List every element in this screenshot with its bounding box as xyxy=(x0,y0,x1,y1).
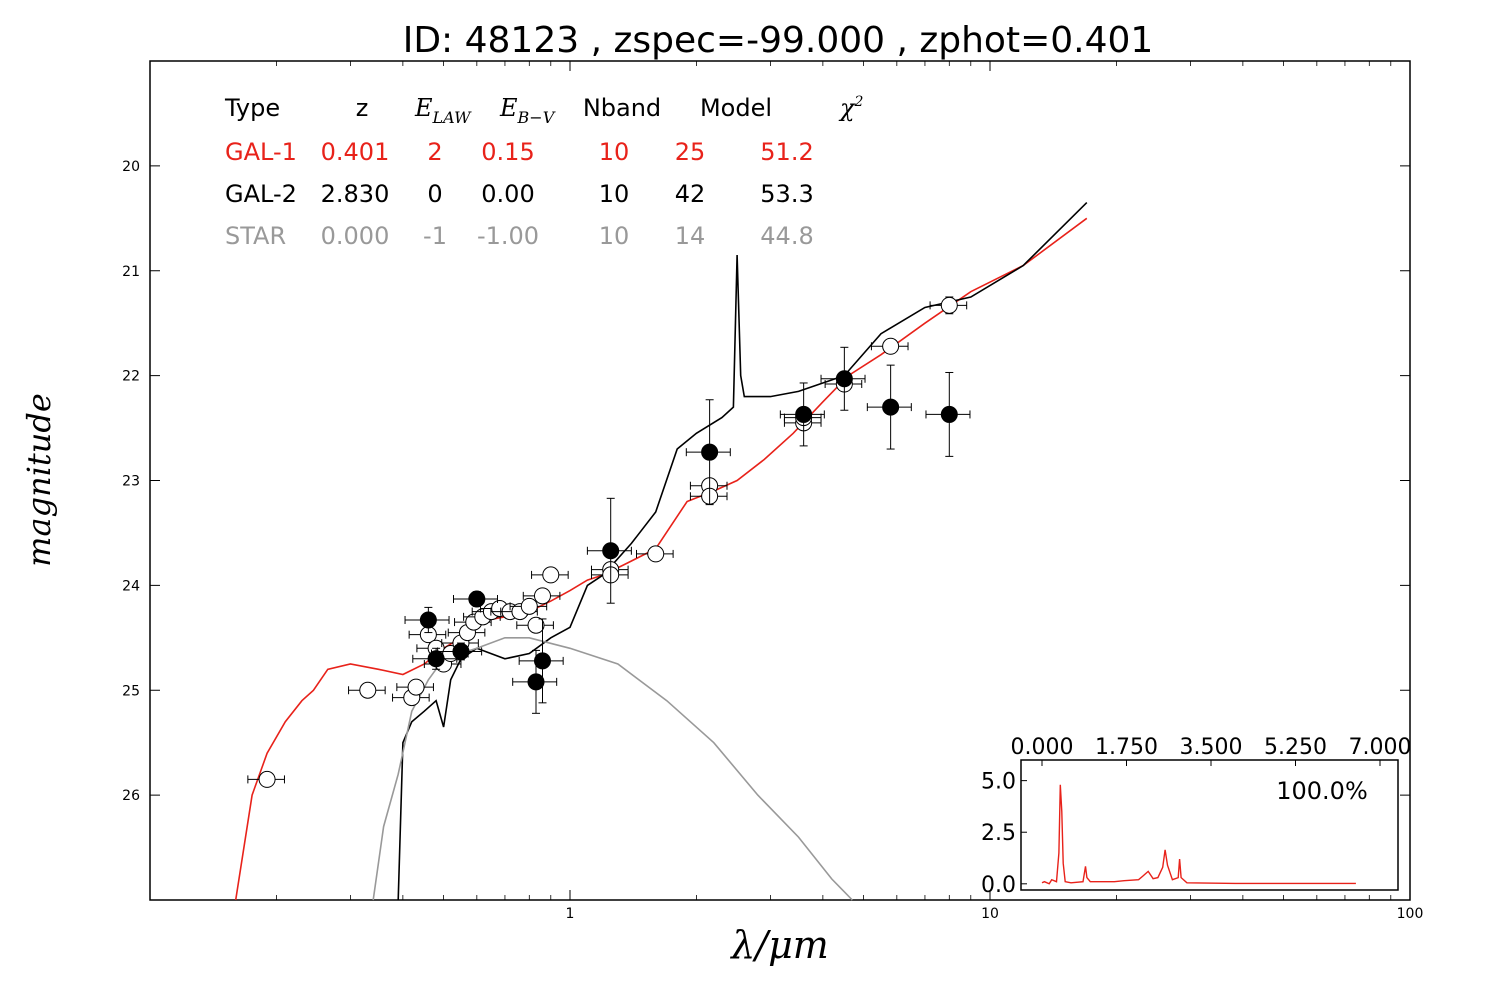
table-cell: 0.00 xyxy=(481,180,534,208)
inset-probability-annotation: 100.0% xyxy=(1276,777,1368,805)
model-point xyxy=(407,678,425,696)
observed-point xyxy=(701,443,719,461)
inset-x-tick-label: 0.000 xyxy=(1011,735,1074,760)
table-cell: 14 xyxy=(675,222,706,250)
y-tick-label: 21 xyxy=(122,264,140,280)
table-cell: 10 xyxy=(599,222,630,250)
y-axis-label: magnitude xyxy=(20,393,58,567)
table-cell: 2.830 xyxy=(321,180,390,208)
observed-point xyxy=(527,673,545,691)
model-point xyxy=(527,616,545,634)
chart-title: ID: 48123 , zspec=-99.000 , zphot=0.401 xyxy=(403,20,1154,61)
table-header: EB−V xyxy=(499,94,556,127)
model-spectrum-line xyxy=(372,637,853,901)
pdz-curve-line xyxy=(1041,784,1356,885)
table-cell: 0.15 xyxy=(481,138,534,166)
inset-x-tick-label: 3.500 xyxy=(1180,735,1243,760)
x-tick-label: 1 xyxy=(566,906,575,922)
observed-point xyxy=(940,405,958,423)
inset-pdz-curve xyxy=(1041,784,1356,885)
observed-point xyxy=(419,611,437,629)
table-cell: 44.8 xyxy=(760,222,813,250)
model-point xyxy=(647,545,665,563)
model-point xyxy=(359,681,377,699)
table-cell: 25 xyxy=(675,138,706,166)
photometry-points xyxy=(247,296,971,788)
inset-axis-ticks: 0.000 1.750 3.500 5.250 7.000 0.0 2.5 5.0 xyxy=(981,735,1411,898)
observed-point xyxy=(533,652,551,670)
table-cell: 42 xyxy=(675,180,706,208)
table-header: Model xyxy=(700,94,772,122)
table-cell: 0.000 xyxy=(321,222,390,250)
model-spectrum-line xyxy=(234,217,1088,901)
table-cell: -1.00 xyxy=(477,222,539,250)
table-cell: -1 xyxy=(423,222,447,250)
y-tick-label: 23 xyxy=(122,474,140,490)
inset-x-tick-label: 5.250 xyxy=(1264,735,1327,760)
inset-y-tick-label: 5.0 xyxy=(981,770,1016,795)
inset-y-tick-label: 2.5 xyxy=(981,821,1016,846)
table-header: z xyxy=(356,94,369,122)
inset-x-tick-label: 7.000 xyxy=(1349,735,1412,760)
table-header: Nband xyxy=(583,94,661,122)
model-point xyxy=(882,337,900,355)
table-cell: STAR xyxy=(225,222,286,250)
observed-point xyxy=(452,642,470,660)
observed-point xyxy=(835,370,853,388)
x-tick-label: 100 xyxy=(1397,906,1424,922)
observed-point xyxy=(468,590,486,608)
observed-point xyxy=(795,405,813,423)
fit-results-table: Type z Nband Model ELAW EB−V χ2 GAL-1 0.401 2 0.15… xyxy=(224,94,864,250)
table-cell: 10 xyxy=(599,138,630,166)
y-tick-label: 24 xyxy=(122,578,140,594)
inset-pdz-frame xyxy=(1020,759,1399,891)
model-point xyxy=(940,296,958,314)
x-tick-label: 10 xyxy=(981,906,999,922)
table-header: χ2 xyxy=(838,94,864,122)
table-cell: GAL-1 xyxy=(225,138,297,166)
table-cell: GAL-2 xyxy=(225,180,297,208)
inset-y-tick-label: 0.0 xyxy=(981,873,1016,898)
y-tick-label: 22 xyxy=(122,369,140,385)
table-cell: 51.2 xyxy=(760,138,813,166)
observed-point xyxy=(602,542,620,560)
table-cell: 2 xyxy=(427,138,442,166)
observed-point xyxy=(427,650,445,668)
table-header: Type xyxy=(224,94,280,122)
table-cell: 53.3 xyxy=(760,180,813,208)
table-cell: 10 xyxy=(599,180,630,208)
model-point xyxy=(542,566,560,584)
y-tick-label: 25 xyxy=(122,683,140,699)
observed-point xyxy=(882,398,900,416)
y-tick-label: 20 xyxy=(122,159,140,175)
y-tick-label: 26 xyxy=(122,788,140,804)
x-axis-label: λ/μm xyxy=(729,923,829,967)
model-spectrum-line xyxy=(397,202,1088,901)
table-cell: 0.401 xyxy=(321,138,390,166)
model-point xyxy=(258,770,276,788)
model-point xyxy=(520,597,538,615)
table-header: ELAW xyxy=(414,94,472,127)
table-cell: 0 xyxy=(427,180,442,208)
model-point xyxy=(533,587,551,605)
inset-x-tick-label: 1.750 xyxy=(1095,735,1158,760)
